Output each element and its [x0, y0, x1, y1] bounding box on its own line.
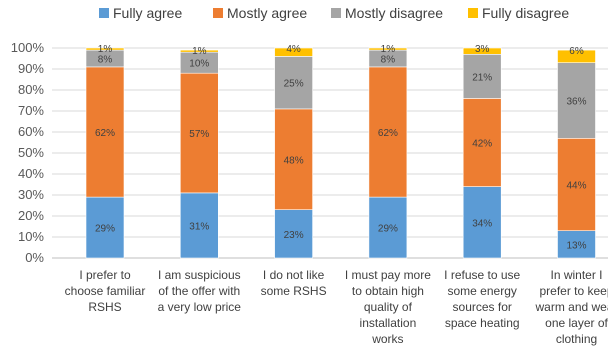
gridlines [52, 47, 608, 259]
bar-segment [180, 49, 219, 53]
data-label: 23% [284, 230, 304, 241]
y-tick-label: 80% [18, 82, 44, 97]
data-label: 21% [472, 72, 492, 83]
y-tick-label: 40% [18, 166, 44, 181]
data-label: 62% [95, 128, 115, 139]
legend-swatch [468, 8, 478, 18]
bar-segment [274, 209, 313, 259]
category-label: I am suspicious of the offer with a very l… [158, 268, 242, 314]
legend-swatch [213, 8, 223, 18]
bar-segment [557, 62, 596, 139]
bar-segment [557, 138, 596, 232]
y-tick-label: 90% [18, 61, 44, 76]
bar-segment [557, 49, 596, 63]
data-label: 1% [98, 44, 113, 55]
bar-segment [274, 56, 313, 110]
data-label: 34% [472, 218, 492, 229]
bar-segment [180, 72, 219, 194]
data-label: 10% [189, 59, 209, 70]
bar-segment [180, 192, 219, 259]
data-label: 48% [284, 155, 304, 166]
y-tick-label: 50% [18, 145, 44, 160]
bar-segment [462, 98, 502, 187]
bar-segment [274, 108, 313, 211]
y-tick-label: 100% [11, 40, 45, 55]
legend-label: Mostly agree [227, 5, 307, 21]
y-tick-label: 30% [18, 187, 44, 202]
legend-label: Fully agree [113, 5, 182, 21]
data-label: 31% [189, 221, 209, 232]
bar-segment [462, 53, 502, 99]
data-label: 8% [381, 55, 396, 66]
bars: 29%62%8%1%31%57%10%1%23%48%25%4%29%62%8%… [85, 44, 596, 259]
y-tick-label: 20% [18, 208, 44, 223]
data-label: 62% [378, 128, 398, 139]
data-label: 57% [189, 129, 209, 140]
bar-segment [85, 47, 125, 51]
data-label: 1% [381, 44, 396, 55]
y-tick-label: 60% [18, 124, 44, 139]
category-label: I must pay more to obtain high quality of i… [345, 268, 431, 346]
data-label: 44% [566, 181, 586, 192]
data-label: 3% [475, 44, 490, 55]
category-label: I do not like some RSHS [261, 268, 327, 298]
data-label: 36% [566, 97, 586, 108]
legend-label: Fully disagree [482, 5, 569, 21]
legend-swatch [99, 8, 109, 18]
category-label: I refuse to use some energy sources for spa… [444, 268, 520, 330]
y-tick-label: 10% [18, 229, 44, 244]
bar-segment [85, 196, 125, 259]
data-label: 1% [192, 46, 207, 57]
y-axis: 0% 10% 20% 30% 40% 50% 60% 70% 80% 90% 100% [11, 40, 45, 265]
x-axis: I prefer to choose familiar RSHS I am suspi… [65, 268, 608, 346]
bar-segment [462, 186, 502, 259]
data-label: 13% [566, 240, 586, 251]
data-label: 25% [284, 79, 304, 90]
data-label: 6% [569, 46, 584, 57]
bar-segment [462, 47, 502, 55]
bar-segment [274, 47, 313, 57]
legend-label: Mostly disagree [345, 5, 443, 21]
data-label: 4% [286, 44, 301, 55]
legend-swatch [331, 8, 341, 18]
y-tick-label: 70% [18, 103, 44, 118]
legend: Fully agree Mostly agree Mostly disagree Fu… [99, 5, 569, 21]
data-label: 29% [378, 224, 398, 235]
bar-segment [368, 66, 408, 198]
data-label: 8% [98, 55, 113, 66]
y-tick-label: 0% [25, 250, 44, 265]
category-label: I prefer to choose familiar RSHS [65, 268, 146, 314]
bar-segment [85, 66, 125, 198]
data-label: 42% [472, 139, 492, 150]
data-label: 29% [95, 224, 115, 235]
bar-segment [368, 47, 408, 51]
